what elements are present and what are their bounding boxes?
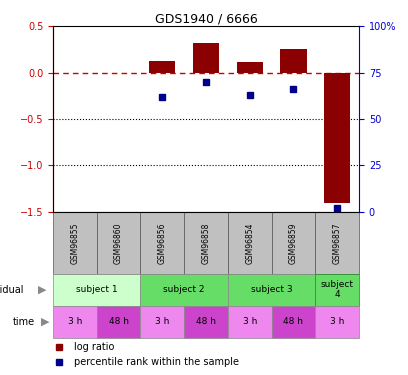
Bar xyxy=(149,61,175,73)
Text: subject 3: subject 3 xyxy=(251,285,293,294)
Text: GSM96859: GSM96859 xyxy=(289,222,298,264)
Bar xyxy=(53,274,140,306)
Text: GSM96855: GSM96855 xyxy=(71,222,80,264)
Bar xyxy=(228,212,272,274)
Text: 3 h: 3 h xyxy=(243,317,257,326)
Bar xyxy=(53,212,97,274)
Bar xyxy=(315,212,359,274)
Bar xyxy=(53,306,97,338)
Bar xyxy=(228,274,315,306)
Bar xyxy=(140,274,228,306)
Text: 48 h: 48 h xyxy=(109,317,129,326)
Text: GSM96854: GSM96854 xyxy=(245,222,254,264)
Text: subject 2: subject 2 xyxy=(164,285,205,294)
Text: ▶: ▶ xyxy=(38,285,47,295)
Text: individual: individual xyxy=(0,285,24,295)
Bar xyxy=(280,50,306,73)
Text: 48 h: 48 h xyxy=(284,317,304,326)
Bar xyxy=(324,73,350,202)
Bar xyxy=(237,63,263,73)
Text: percentile rank within the sample: percentile rank within the sample xyxy=(75,357,239,367)
Bar xyxy=(140,212,184,274)
Bar xyxy=(315,274,359,306)
Text: GSM96860: GSM96860 xyxy=(114,222,123,264)
Text: 3 h: 3 h xyxy=(330,317,344,326)
Bar xyxy=(272,212,315,274)
Text: GSM96857: GSM96857 xyxy=(333,222,341,264)
Text: log ratio: log ratio xyxy=(75,342,115,352)
Text: time: time xyxy=(12,316,34,327)
Bar xyxy=(97,212,140,274)
Bar xyxy=(193,43,219,73)
Text: GSM96856: GSM96856 xyxy=(158,222,167,264)
Bar xyxy=(272,306,315,338)
Bar xyxy=(315,306,359,338)
Text: GSM96858: GSM96858 xyxy=(202,222,211,264)
Text: 3 h: 3 h xyxy=(155,317,169,326)
Text: subject
4: subject 4 xyxy=(321,280,354,299)
Text: 48 h: 48 h xyxy=(196,317,216,326)
Bar xyxy=(184,212,228,274)
Bar xyxy=(140,306,184,338)
Bar xyxy=(184,306,228,338)
Text: subject 1: subject 1 xyxy=(76,285,118,294)
Text: 3 h: 3 h xyxy=(68,317,82,326)
Title: GDS1940 / 6666: GDS1940 / 6666 xyxy=(155,12,257,25)
Text: ▶: ▶ xyxy=(41,316,50,327)
Bar xyxy=(228,306,272,338)
Bar xyxy=(97,306,140,338)
